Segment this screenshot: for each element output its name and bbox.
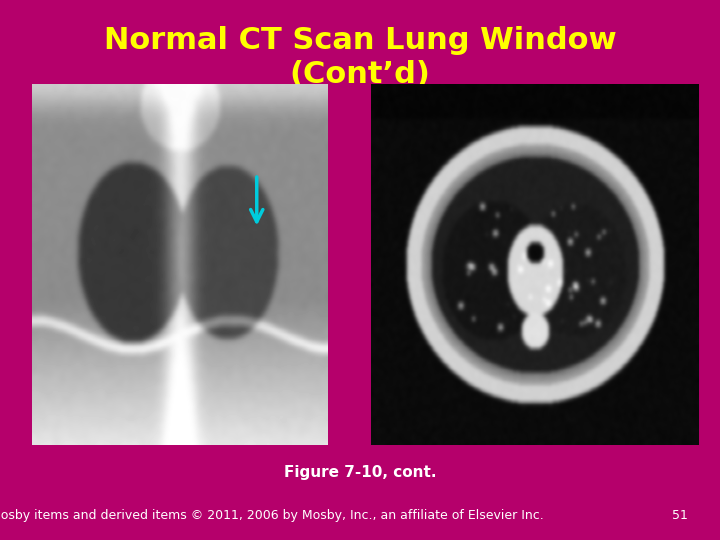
Text: Normal CT Scan Lung Window: Normal CT Scan Lung Window (104, 26, 616, 55)
Text: Figure 7-10, cont.: Figure 7-10, cont. (284, 465, 436, 480)
Text: 51: 51 (672, 509, 688, 522)
Text: (Cont’d): (Cont’d) (289, 60, 431, 89)
Text: Mosby items and derived items © 2011, 2006 by Mosby, Inc., an affiliate of Elsev: Mosby items and derived items © 2011, 20… (0, 509, 544, 522)
